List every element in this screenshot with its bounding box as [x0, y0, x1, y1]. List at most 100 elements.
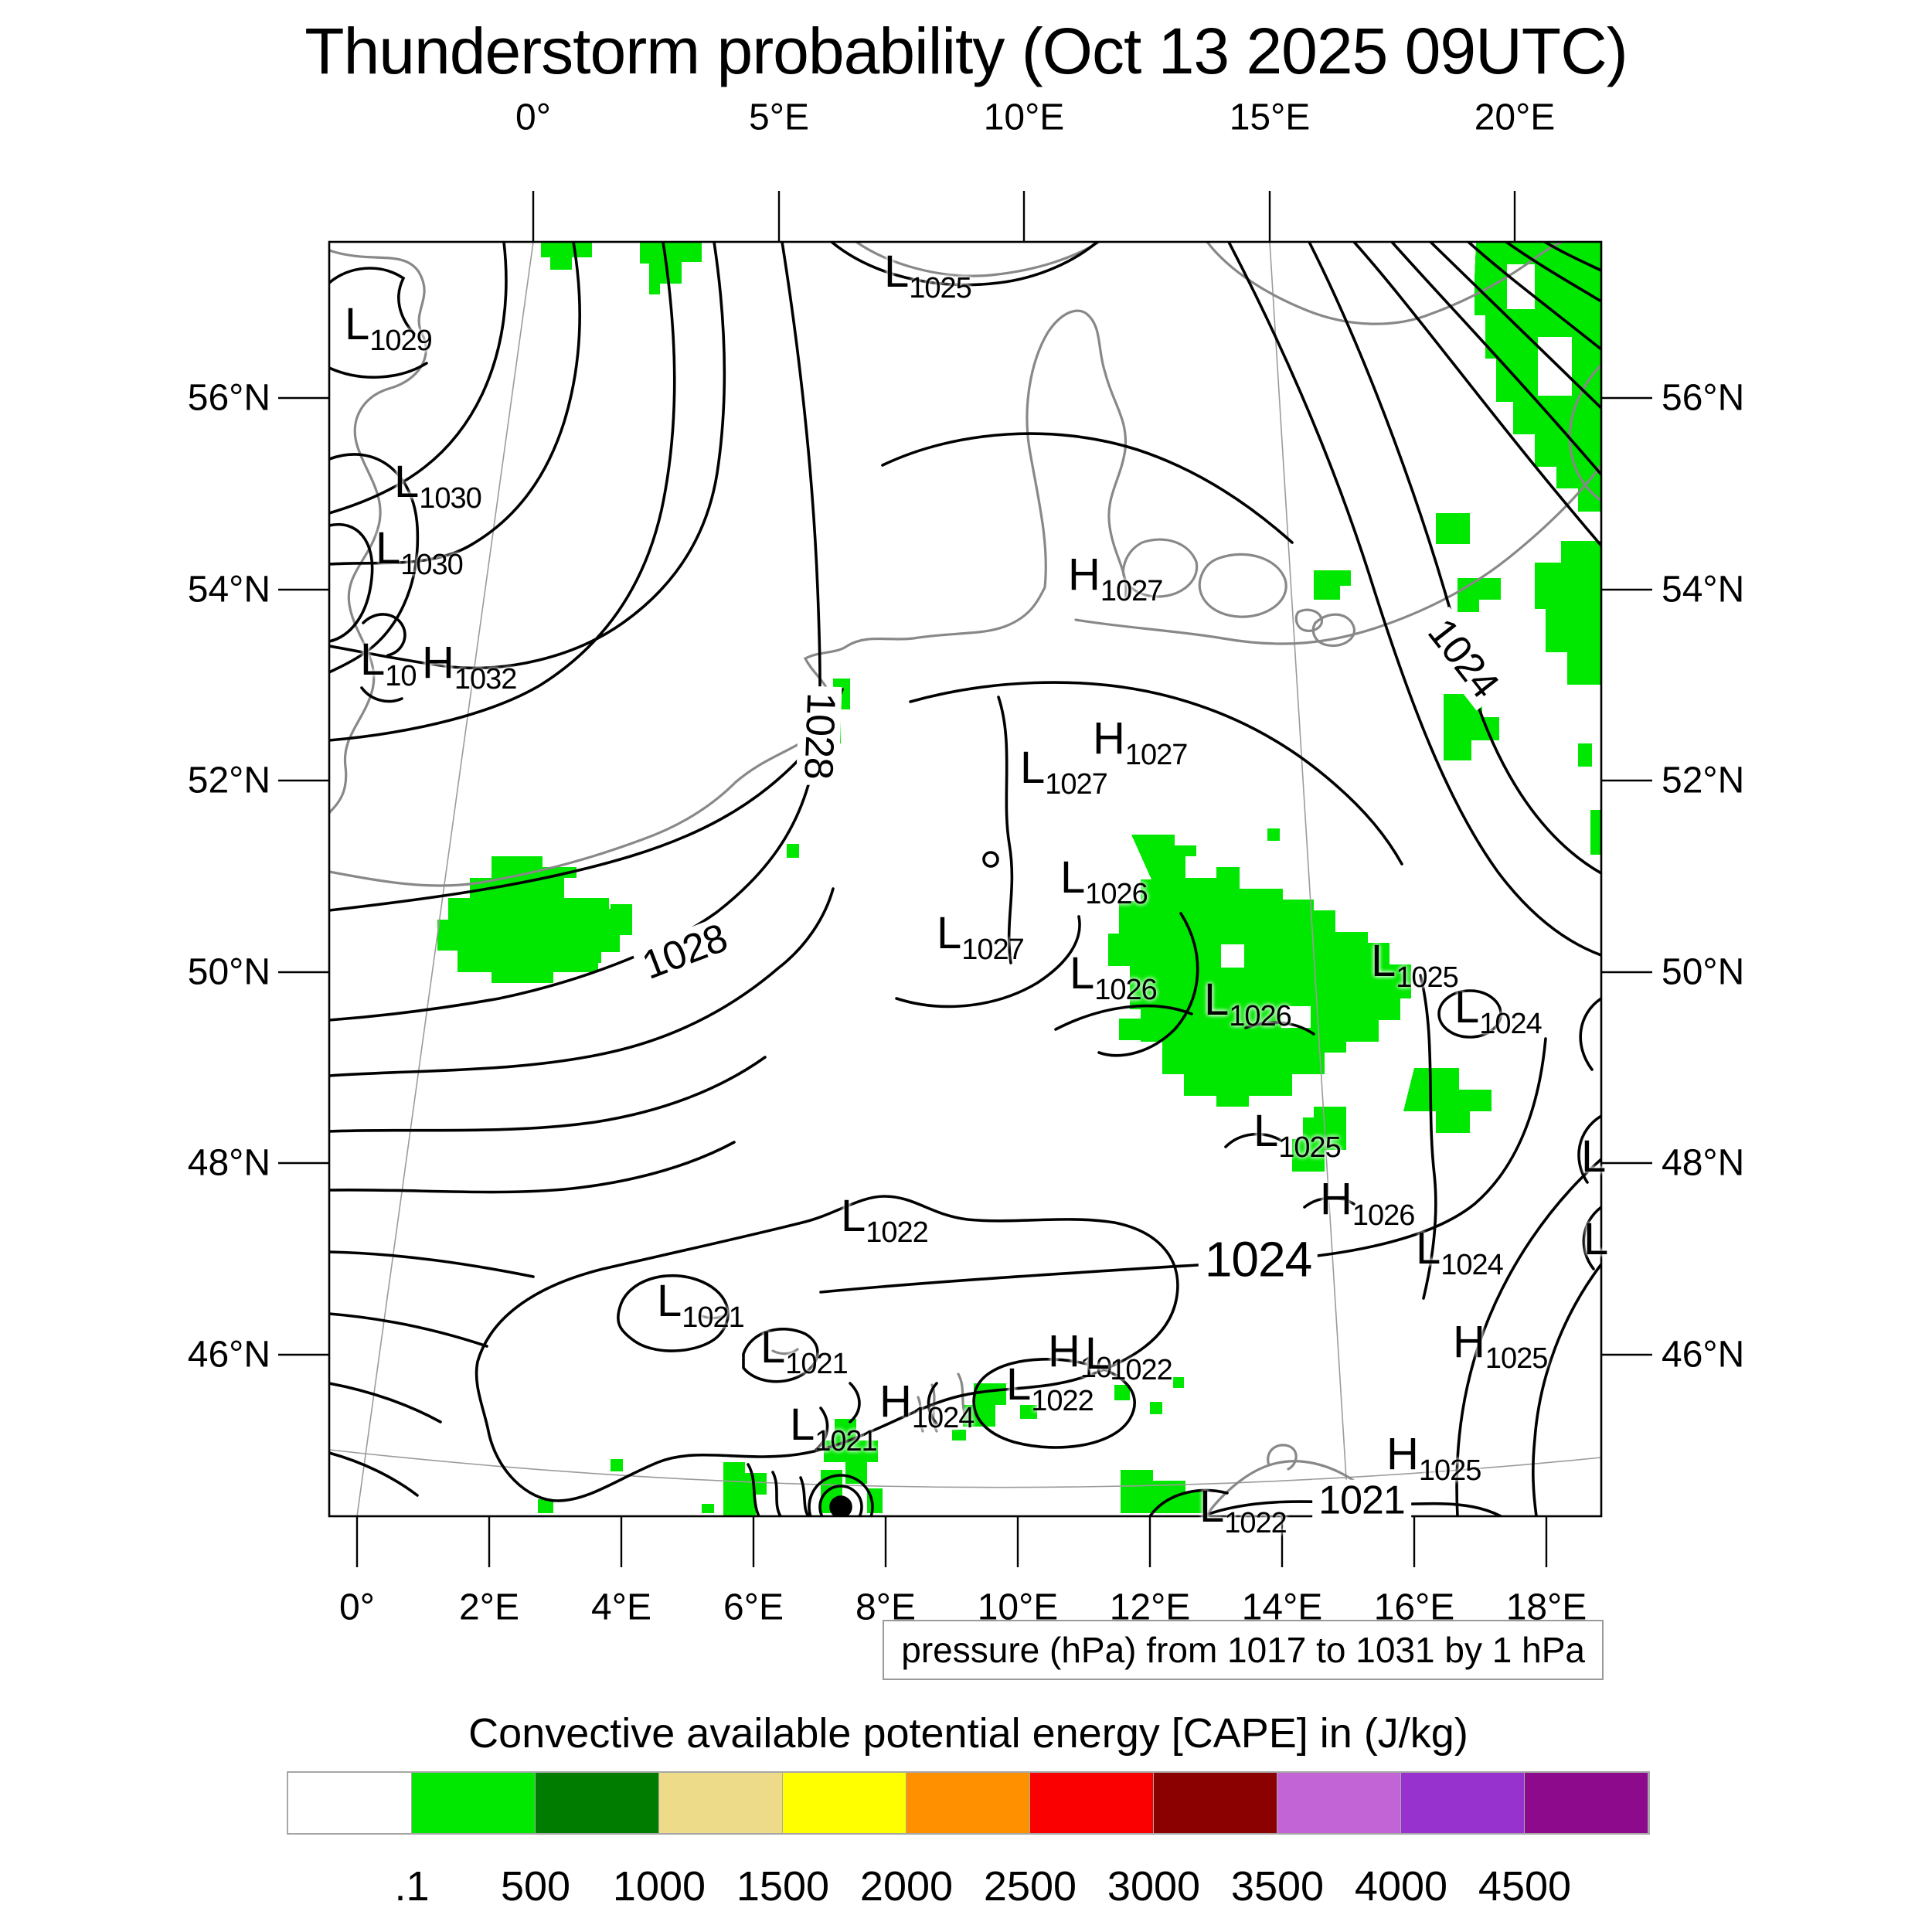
pressure-center-value: 10 [385, 660, 417, 692]
colorbar-tick-label: 4000 [1354, 1863, 1448, 1910]
axis-label-bottom: 18°E [1505, 1587, 1587, 1628]
pressure-center-value: 1027 [1045, 768, 1108, 801]
colorbar-cell-2 [536, 1773, 659, 1833]
map-border [328, 240, 1603, 1518]
axis-label-right: 50°N [1662, 951, 1745, 993]
colorbar-cell-8 [1277, 1773, 1401, 1833]
pressure-center-label-h1026: H1026 [1320, 1177, 1415, 1231]
pressure-center-label-l1026: L1026 [1060, 855, 1148, 910]
pressure-center-letter: L [790, 1400, 815, 1450]
pressure-center-letter: L [884, 247, 910, 297]
axis-label-left: 48°N [187, 1142, 270, 1184]
pressure-center-label-l: L [1583, 1217, 1608, 1262]
pressure-center-letter: L [1204, 975, 1230, 1025]
pressure-center-label-h1024: H1024 [879, 1376, 975, 1434]
colorbar-tick-label: 1500 [736, 1863, 830, 1910]
pressure-center-label-l1022: L1022 [1199, 1485, 1287, 1539]
pressure-center-letter: L [841, 1191, 866, 1241]
pressure-center-letter: L [1371, 936, 1396, 986]
axis-label-bottom: 14°E [1241, 1587, 1323, 1628]
colorbar-cell-5 [906, 1773, 1030, 1833]
axis-label-bottom: 16°E [1373, 1587, 1455, 1628]
axis-label-right: 56°N [1662, 377, 1745, 419]
pressure-center-label-h10: H10 [1048, 1326, 1112, 1383]
pressure-center-letter: L [1020, 743, 1046, 793]
pressure-center-label-l1030: L1030 [376, 526, 464, 580]
pressure-center-label-l1027: L1027 [1020, 743, 1108, 800]
colorbar-cell-9 [1401, 1773, 1525, 1833]
pressure-center-letter: L [1416, 1223, 1441, 1274]
pressure-center-label-l1029: L1029 [345, 302, 433, 356]
pressure-center-letter: H [879, 1376, 912, 1427]
pressure-center-value: 1027 [961, 934, 1025, 966]
pressure-center-label-l1030: L1030 [394, 457, 482, 514]
colorbar-cell-0 [288, 1773, 412, 1833]
pressure-center-letter: L [1006, 1359, 1032, 1410]
colorbar-tick-label: 2000 [859, 1863, 954, 1910]
pressure-center-value: 1022 [866, 1216, 929, 1249]
colorbar-cell-10 [1525, 1773, 1648, 1833]
pressure-range-note: pressure (hPa) from 1017 to 1031 by 1 hP… [883, 1620, 1604, 1680]
pressure-center-label-h1025: H1025 [1386, 1429, 1481, 1486]
axis-label-left: 50°N [187, 951, 270, 993]
pressure-center-label-l1022: L1022 [1085, 1332, 1173, 1386]
pressure-center-letter: H [1048, 1326, 1080, 1376]
pressure-center-letter: L [1070, 948, 1095, 998]
pressure-center-label-h1027: H1027 [1068, 553, 1163, 607]
colorbar-tick-label: 1000 [612, 1863, 706, 1910]
pressure-center-letter: L [1581, 1131, 1607, 1182]
contour-inline-label: 1021 [1312, 1480, 1411, 1522]
axis-label-top: 15°E [1229, 97, 1311, 138]
colorbar-cell-3 [659, 1773, 783, 1833]
pressure-center-value: 1021 [785, 1348, 849, 1380]
pressure-center-label-l1024: L1024 [1416, 1223, 1504, 1281]
pressure-center-label-l1026: L1026 [1204, 975, 1292, 1032]
pressure-center-letter: H [1068, 549, 1100, 600]
axis-label-bottom: 10°E [977, 1587, 1059, 1628]
pressure-center-label-l1024: L1024 [1454, 985, 1543, 1039]
pressure-center-label-l1027: L1027 [937, 911, 1025, 965]
pressure-center-letter: L [1199, 1481, 1225, 1532]
pressure-center-label-l1025: L1025 [1371, 936, 1459, 993]
pressure-center-label-l1025: L1025 [884, 247, 972, 304]
colorbar-tick-label: .1 [394, 1863, 430, 1910]
pressure-center-letter: L [1253, 1106, 1279, 1156]
pressure-center-letter: L [394, 457, 420, 507]
pressure-center-label-h1025: H1025 [1453, 1320, 1548, 1374]
pressure-center-letter: H [422, 638, 454, 688]
axis-label-left: 56°N [187, 377, 270, 419]
pressure-center-value: 1030 [419, 482, 482, 515]
axis-ticks [278, 191, 1652, 1567]
pressure-center-value: 1024 [1440, 1249, 1504, 1281]
pressure-center-value: 1021 [815, 1425, 878, 1458]
axis-label-bottom: 12°E [1109, 1587, 1191, 1628]
axis-label-bottom: 4°E [591, 1587, 651, 1628]
axis-label-right: 54°N [1662, 569, 1745, 611]
pressure-center-letter: H [1093, 713, 1125, 764]
pressure-center-label-l1021: L1021 [760, 1325, 849, 1379]
pressure-center-value: 10 [1080, 1352, 1112, 1384]
cape-colorbar [287, 1771, 1650, 1835]
axis-label-bottom: 6°E [723, 1587, 784, 1628]
pressure-center-value: 1024 [1479, 1008, 1543, 1040]
colorbar-tick-label: 3000 [1107, 1863, 1201, 1910]
cape-legend-title: Convective available potential energy [C… [468, 1710, 1468, 1757]
pressure-center-value: 1024 [911, 1402, 975, 1434]
pressure-center-value: 1026 [1094, 974, 1158, 1006]
axis-label-top: 20°E [1474, 97, 1556, 138]
axis-label-right: 52°N [1662, 760, 1745, 801]
pressure-center-label-h1027: H1027 [1093, 713, 1188, 770]
pressure-center-value: 1029 [369, 325, 433, 357]
axis-label-right: 48°N [1662, 1142, 1745, 1184]
pressure-center-label-h1032: H1032 [422, 638, 517, 695]
colorbar-tick-label: 4500 [1478, 1863, 1572, 1910]
colorbar-cell-7 [1154, 1773, 1277, 1833]
pressure-center-label-l: L [1581, 1134, 1606, 1179]
pressure-center-letter: H [1386, 1429, 1419, 1479]
pressure-center-value: 1022 [1224, 1507, 1287, 1539]
pressure-center-value: 1025 [1485, 1342, 1549, 1375]
pressure-center-label-l1026: L1026 [1070, 948, 1158, 1005]
pressure-center-value: 1021 [682, 1301, 745, 1334]
pressure-center-value: 1025 [1418, 1454, 1482, 1487]
pressure-center-value: 1032 [454, 663, 518, 696]
